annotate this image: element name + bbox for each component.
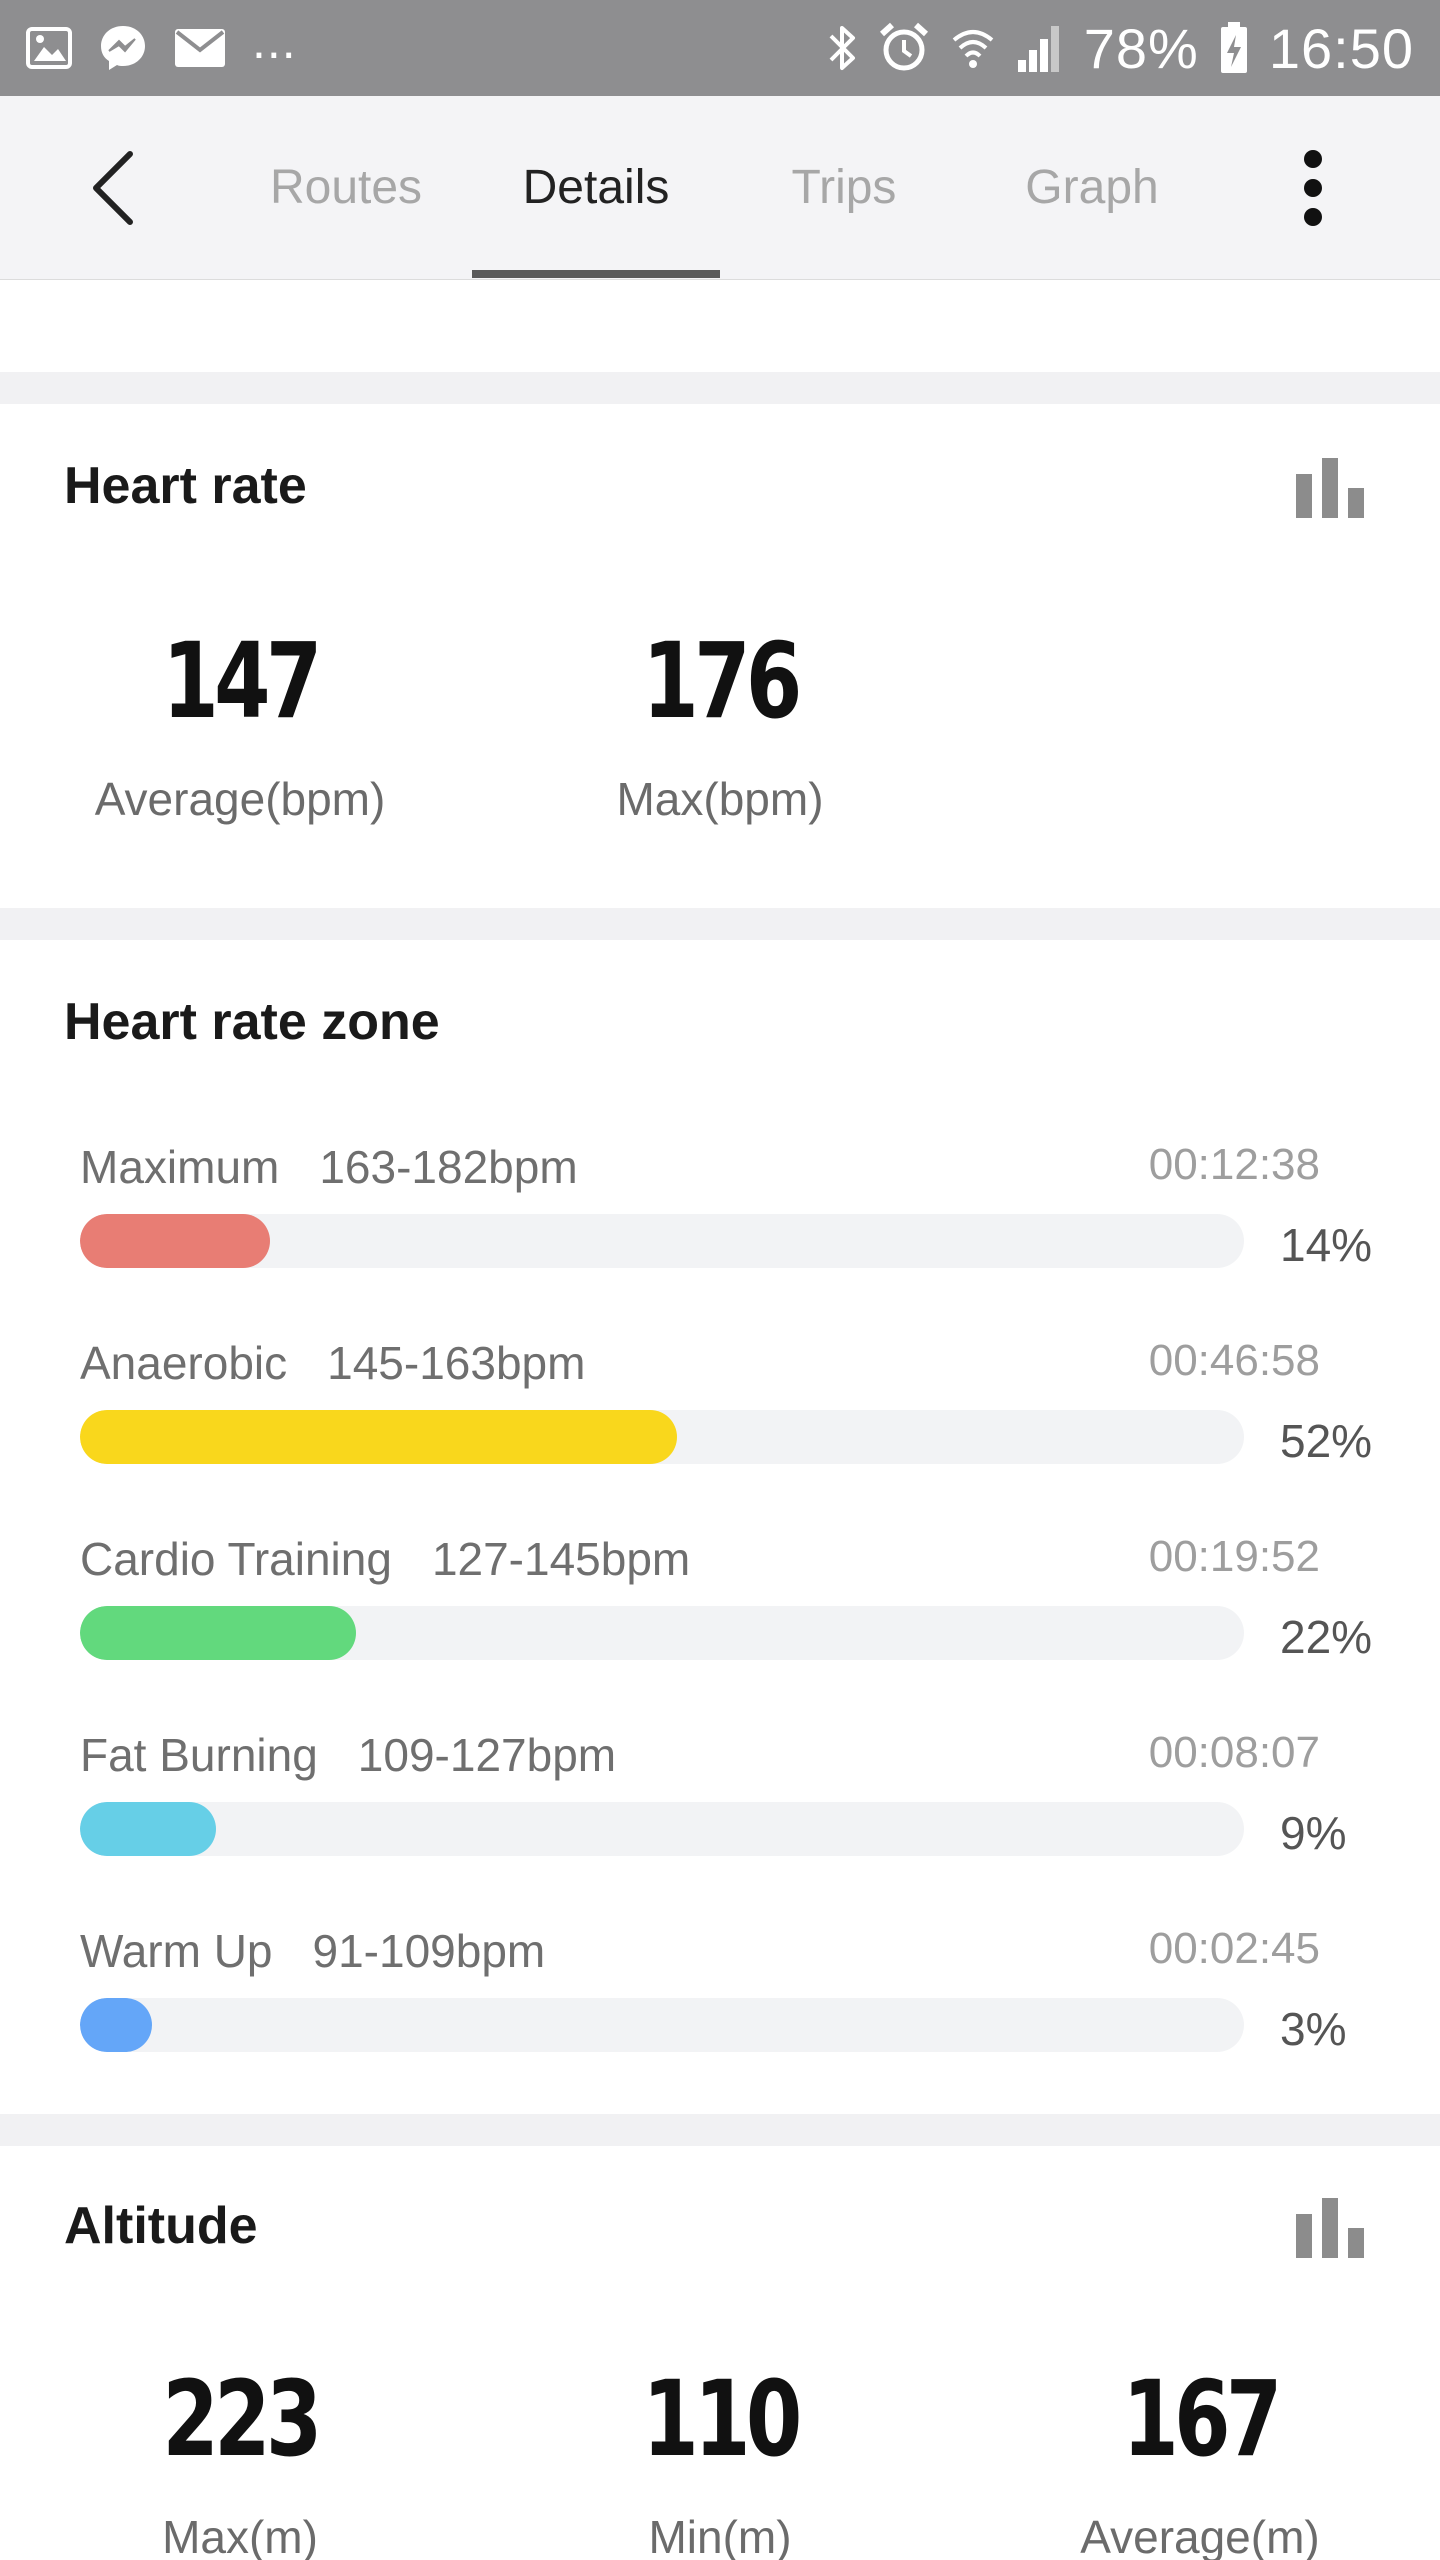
notification-icons: ... <box>26 15 297 74</box>
zone-name: Anaerobic <box>80 1337 288 1389</box>
zone-range: 163-182bpm <box>319 1141 578 1193</box>
section-divider <box>0 2114 1440 2146</box>
zone-name: Cardio Training <box>80 1533 392 1585</box>
zone-progress-track <box>80 1802 1244 1856</box>
more-notifications-indicator: ... <box>252 13 297 69</box>
zone-percent: 9% <box>1280 1807 1347 1859</box>
app-bar: Routes Details Trips Graph <box>0 96 1440 280</box>
altitude-min-label: Min(m) <box>648 2511 792 2560</box>
heart-rate-max-value: 176 <box>642 620 802 742</box>
zone-duration: 00:08:07 <box>1148 1728 1320 1777</box>
back-arrow-icon <box>93 151 133 225</box>
system-status: 78% 16:50 <box>828 16 1414 80</box>
altitude-chart-button[interactable] <box>1296 2198 1364 2258</box>
bar-chart-icon <box>1296 474 1312 518</box>
zone-name: Fat Burning <box>80 1729 318 1781</box>
clock: 16:50 <box>1268 16 1414 80</box>
tab-graph[interactable]: Graph <box>1025 161 1159 214</box>
zone-progress-fill <box>80 1606 356 1660</box>
status-bar: ... 78% 16:50 <box>0 0 1440 96</box>
heart-rate-max-label: Max(bpm) <box>616 773 824 825</box>
zone-progress-fill <box>80 1214 270 1268</box>
wifi-icon <box>952 30 994 68</box>
more-options-icon <box>1304 150 1322 168</box>
altitude-min-value: 110 <box>642 2358 802 2480</box>
zone-duration: 00:19:52 <box>1148 1532 1320 1581</box>
zone-range: 91-109bpm <box>312 1925 546 1977</box>
zone-name: Maximum <box>80 1141 280 1193</box>
bluetooth-icon <box>829 26 855 70</box>
zone-label: Fat Burning 109-127bpm <box>80 1728 616 1782</box>
altitude-max-value: 223 <box>162 2358 322 2480</box>
zone-duration: 00:46:58 <box>1148 1336 1320 1385</box>
zone-duration: 00:12:38 <box>1148 1140 1320 1189</box>
bar-chart-icon <box>1296 2214 1312 2258</box>
section-divider <box>0 372 1440 404</box>
zone-row: Cardio Training 127-145bpm 00:19:52 22% <box>80 1532 1380 1712</box>
active-tab-indicator <box>472 270 720 278</box>
zone-percent: 52% <box>1280 1415 1373 1467</box>
heart-rate-chart-button[interactable] <box>1296 458 1364 518</box>
section-divider <box>0 908 1440 940</box>
battery-percent: 78% <box>1083 16 1199 80</box>
zone-label: Maximum 163-182bpm <box>80 1140 578 1194</box>
zone-progress-track <box>80 1410 1244 1464</box>
zone-row: Warm Up 91-109bpm 00:02:45 3% <box>80 1924 1380 2104</box>
zone-progress-track <box>80 1998 1244 2052</box>
previous-section-remnant <box>0 280 1440 372</box>
messenger-icon <box>101 26 145 70</box>
battery-charging-icon <box>1220 22 1247 73</box>
tab-routes[interactable]: Routes <box>269 161 423 214</box>
altitude-max-label: Max(m) <box>162 2511 318 2560</box>
zone-row: Fat Burning 109-127bpm 00:08:07 9% <box>80 1728 1380 1908</box>
zone-progress-track <box>80 1214 1244 1268</box>
zone-percent: 22% <box>1280 1611 1373 1663</box>
zone-percent: 14% <box>1280 1219 1373 1271</box>
zone-progress-fill <box>80 1410 677 1464</box>
zone-row: Maximum 163-182bpm 00:12:38 14% <box>80 1140 1380 1320</box>
zone-name: Warm Up <box>80 1925 273 1977</box>
zone-range: 145-163bpm <box>327 1337 586 1389</box>
mail-icon <box>175 29 225 67</box>
back-button[interactable] <box>78 148 158 228</box>
signal-icon <box>1017 26 1059 72</box>
tab-details[interactable]: Details <box>522 161 670 214</box>
gallery-icon <box>26 27 72 69</box>
heart-rate-zone-title: Heart rate zone <box>64 993 440 1051</box>
heart-rate-average-label: Average(bpm) <box>94 773 386 825</box>
tab-trips[interactable]: Trips <box>791 161 897 214</box>
zone-percent: 3% <box>1280 2003 1347 2055</box>
zone-progress-fill <box>80 1998 152 2052</box>
zone-range: 127-145bpm <box>431 1533 691 1585</box>
zone-duration: 00:02:45 <box>1148 1924 1320 1973</box>
heart-rate-average-value: 147 <box>162 620 322 742</box>
zone-progress-track <box>80 1606 1244 1660</box>
altitude-average-value: 167 <box>1122 2358 1282 2480</box>
zone-label: Anaerobic 145-163bpm <box>80 1336 585 1390</box>
zone-label: Warm Up 91-109bpm <box>80 1924 545 1978</box>
zone-row: Anaerobic 145-163bpm 00:46:58 52% <box>80 1336 1380 1516</box>
altitude-average-label: Average(m) <box>1080 2511 1320 2560</box>
altitude-title: Altitude <box>64 2197 258 2255</box>
zone-range: 109-127bpm <box>357 1729 617 1781</box>
zone-label: Cardio Training 127-145bpm <box>80 1532 690 1586</box>
heart-rate-title: Heart rate <box>64 457 307 515</box>
zone-progress-fill <box>80 1802 216 1856</box>
more-options-button[interactable] <box>1296 148 1336 228</box>
alarm-icon <box>879 22 928 71</box>
